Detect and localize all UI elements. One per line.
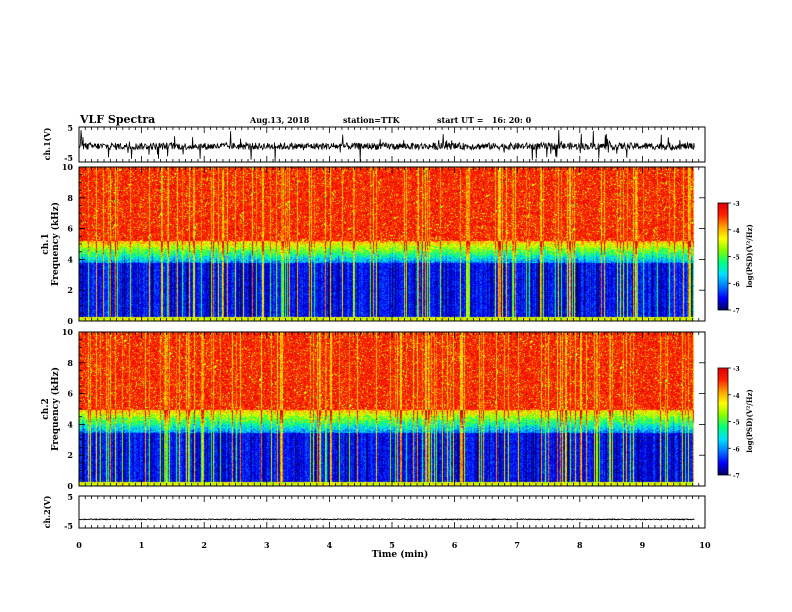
ch2-spectrogram-ytick-label: 10 <box>62 327 74 337</box>
ch2-frequency-ticks: 0 2 4 6 8 10 <box>62 327 705 491</box>
ch1-colorbar-tick-label: -6 <box>733 281 740 288</box>
ch1-spectrogram-panel: 0 2 4 6 8 10 ch.1 Frequency (kHz) <box>41 162 706 326</box>
ch2-ytick-top: 5 <box>67 492 73 502</box>
start-ut-label: start UT = 16: 20: 0 <box>437 115 532 125</box>
ch2-colorbar-tick-label: -6 <box>733 446 740 453</box>
ch1-spectrogram-ytick-label: 10 <box>62 162 74 172</box>
time-tick-label: 1 <box>139 540 145 550</box>
time-tick-label: 7 <box>514 540 520 550</box>
ch1-spectrogram-ytick-label: 6 <box>67 224 73 234</box>
ch1-colorbar-label: log(PSD)(V²/Hz) <box>745 224 754 288</box>
ch1-waveform-line <box>78 130 695 162</box>
ch1-spectrogram-ylabel-frequency: Frequency (kHz) <box>50 202 61 286</box>
station-label: station=TTK <box>343 115 401 125</box>
ch1-ytick-top: 5 <box>67 123 73 133</box>
ch2-colorbar-tick-label: -4 <box>733 393 740 400</box>
ch1-spectrogram-ytick-label: 4 <box>67 254 73 264</box>
figure-title: VLF Spectra <box>79 113 155 126</box>
ch1-waveform-ylabel: ch.1(V) <box>42 127 52 160</box>
ch1-frequency-ticks: 0 2 4 6 8 10 <box>62 162 705 326</box>
ch2-waveform-ylabel: ch.2(V) <box>42 495 52 528</box>
ch1-spectrogram-ytick-label: 2 <box>67 285 73 295</box>
ch2-spectrogram-ytick-label: 8 <box>67 358 73 368</box>
time-tick-label: 6 <box>452 540 458 550</box>
ch2-ytick-bottom: -5 <box>64 521 73 531</box>
ch2-colorbar: -3 -4 -5 -6 -7 log(PSD)(V²/Hz) <box>717 366 754 480</box>
ch1-colorbar-ticks: -3 -4 -5 -6 -7 <box>728 201 740 315</box>
ch1-colorbar: -3 -4 -5 -6 -7 log(PSD)(V²/Hz) <box>717 201 754 315</box>
ch2-spectrogram-ylabel-channel: ch.2 <box>41 398 51 419</box>
ch2-spectrogram-panel: 0 2 4 6 8 10 ch.2 Frequency (kHz) <box>41 327 706 491</box>
ch2-spectrogram-ytick-label: 4 <box>67 419 73 429</box>
ch2-spectrogram-ytick-label: 2 <box>67 450 73 460</box>
time-tick-label: 2 <box>201 540 207 550</box>
time-tick-label: 5 <box>389 540 395 550</box>
ch2-colorbar-ticks: -3 -4 -5 -6 -7 <box>728 366 740 480</box>
ch1-colorbar-tick-label: -3 <box>733 201 740 208</box>
ch2-colorbar-tick-label: -7 <box>733 473 740 480</box>
ch2-colorbar-tick-label: -5 <box>733 420 740 427</box>
ch1-spectrogram-ytick-label: 8 <box>67 193 73 203</box>
date-label: Aug.13, 2018 <box>249 115 310 125</box>
ch1-spectrogram-ytick-label: 0 <box>67 316 73 326</box>
time-axis-ticks: 0 1 2 3 4 5 6 7 8 9 10 <box>76 127 711 550</box>
ch1-colorbar-bar <box>717 202 729 311</box>
time-tick-label: 3 <box>264 540 270 550</box>
time-axis-label: Time (min) <box>372 549 429 560</box>
time-tick-label: 10 <box>699 540 711 550</box>
time-tick-label: 9 <box>640 540 646 550</box>
ch1-spectrogram-ylabel-channel: ch.1 <box>41 233 51 254</box>
ch2-waveform-line <box>78 518 695 521</box>
ch1-ytick-bottom: -5 <box>64 153 73 163</box>
ch2-colorbar-bar <box>717 367 729 476</box>
ch2-colorbar-label: log(PSD)(V²/Hz) <box>745 389 754 453</box>
ch2-spectrogram-ylabel-frequency: Frequency (kHz) <box>50 367 61 451</box>
ch2-colorbar-tick-label: -3 <box>733 366 740 373</box>
time-tick-label: 4 <box>327 540 333 550</box>
ch1-colorbar-tick-label: -5 <box>733 255 740 262</box>
ch2-spectrogram-image <box>79 332 705 486</box>
time-tick-label: 0 <box>76 540 82 550</box>
ch1-colorbar-tick-label: -4 <box>733 228 740 235</box>
ch2-spectrogram-ytick-label: 6 <box>67 389 73 399</box>
ch1-spectrogram-image <box>79 167 705 321</box>
ch2-spectrogram-ytick-label: 0 <box>67 481 73 491</box>
time-tick-label: 8 <box>577 540 583 550</box>
ch1-colorbar-tick-label: -7 <box>733 308 740 315</box>
